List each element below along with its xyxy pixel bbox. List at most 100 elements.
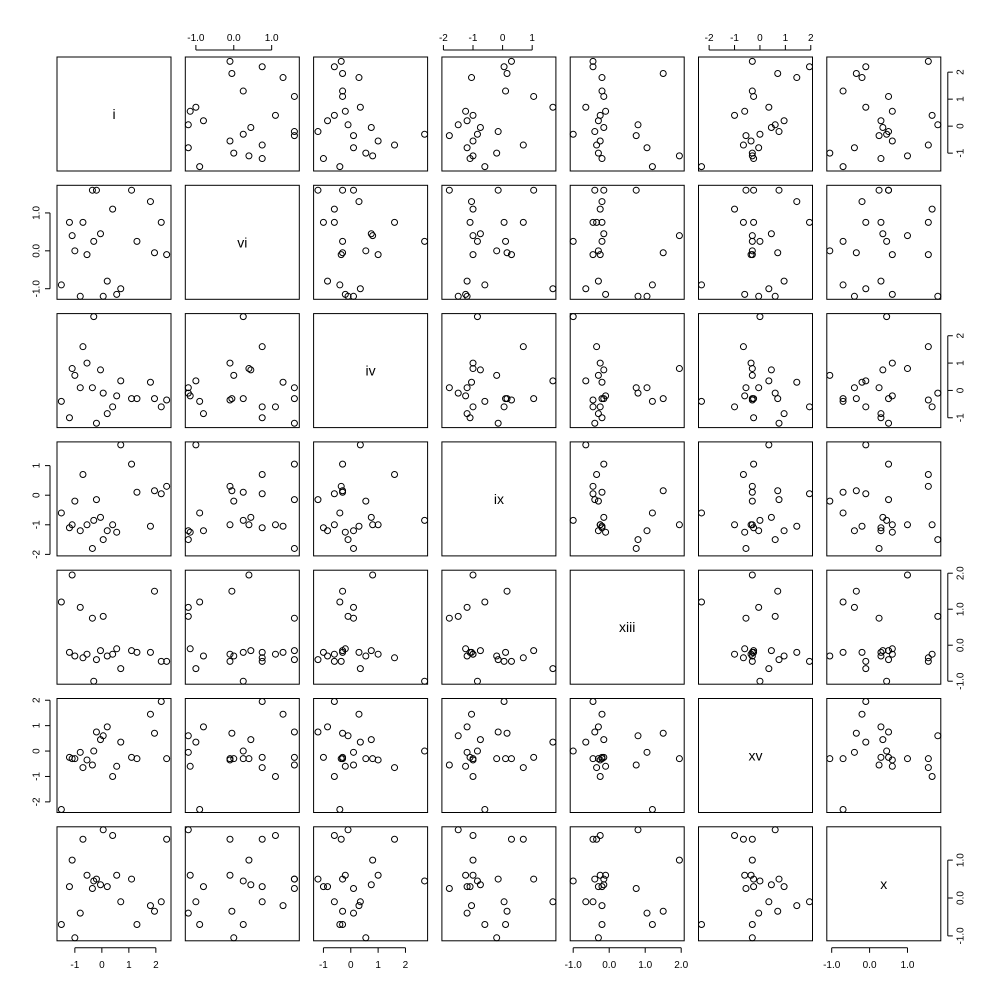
- data-point: [99, 389, 107, 397]
- data-point: [739, 654, 747, 662]
- data-point: [199, 883, 207, 891]
- data-point: [767, 513, 775, 521]
- data-point: [634, 732, 642, 740]
- data-point: [775, 128, 783, 136]
- panel-iv-vs-iv: iv: [313, 313, 429, 429]
- data-point: [445, 885, 453, 893]
- panel-frame: [313, 569, 429, 685]
- data-point: [549, 377, 557, 385]
- data-point: [643, 292, 651, 300]
- data-point: [350, 544, 358, 552]
- data-point: [826, 755, 834, 763]
- tick-label: 1: [32, 462, 43, 468]
- data-point: [659, 70, 667, 77]
- data-point: [367, 647, 375, 655]
- data-point: [549, 898, 557, 906]
- tick-label: -1: [32, 520, 43, 529]
- data-point: [355, 710, 363, 718]
- data-point: [928, 521, 936, 529]
- data-point: [748, 921, 756, 929]
- data-point: [924, 141, 932, 149]
- data-point: [228, 587, 236, 595]
- panel-frame: [56, 698, 172, 813]
- data-point: [290, 395, 298, 403]
- data-point: [68, 755, 76, 763]
- data-point: [877, 117, 885, 125]
- data-point: [245, 152, 253, 160]
- data-point: [850, 144, 858, 152]
- data-point: [57, 806, 65, 813]
- tick-label: 2: [808, 33, 814, 44]
- panel-frame: [441, 441, 557, 557]
- data-point: [806, 403, 813, 411]
- data-point: [775, 875, 783, 883]
- data-point: [748, 488, 756, 496]
- data-point: [507, 396, 515, 404]
- data-point: [68, 521, 76, 529]
- data-point: [57, 397, 65, 405]
- data-point: [858, 522, 866, 530]
- data-point: [602, 107, 610, 115]
- data-point: [258, 764, 266, 772]
- data-point: [775, 496, 783, 504]
- data-point: [747, 137, 755, 145]
- data-point: [862, 441, 870, 449]
- data-point: [503, 587, 511, 595]
- data-point: [634, 389, 642, 397]
- data-point: [503, 907, 511, 915]
- data-point: [71, 934, 79, 942]
- data-point: [934, 389, 942, 397]
- data-point: [65, 414, 73, 422]
- data-point: [330, 218, 338, 226]
- data-point: [92, 419, 100, 427]
- data-point: [445, 186, 453, 194]
- data-point: [839, 806, 847, 813]
- panel-frame: [826, 441, 942, 557]
- data-point: [151, 729, 158, 737]
- data-point: [839, 648, 847, 656]
- data-point: [421, 877, 429, 885]
- tick-label: 0: [32, 748, 43, 754]
- panel-iv-vs-i: [56, 313, 172, 429]
- tick-label: 0.0: [32, 243, 43, 257]
- panel-i-vs-xv: [698, 56, 813, 172]
- data-point: [589, 698, 597, 705]
- data-point: [569, 237, 577, 245]
- data-point: [71, 755, 79, 763]
- data-point: [163, 755, 171, 763]
- data-point: [226, 521, 234, 529]
- data-point: [469, 772, 477, 780]
- data-point: [92, 656, 100, 664]
- data-point: [462, 762, 470, 770]
- data-point: [774, 395, 782, 403]
- data-point: [748, 57, 756, 65]
- data-point: [330, 63, 338, 71]
- tick-label: 2: [32, 697, 43, 703]
- data-point: [151, 587, 158, 595]
- data-point: [290, 728, 298, 736]
- data-point: [113, 528, 121, 536]
- data-point: [350, 761, 358, 769]
- data-point: [648, 281, 656, 289]
- data-point: [748, 571, 756, 579]
- data-point: [350, 527, 358, 535]
- data-point: [503, 70, 511, 77]
- data-point: [258, 835, 266, 843]
- data-point: [582, 103, 590, 111]
- panel-frame: [184, 441, 300, 557]
- data-point: [230, 497, 238, 505]
- data-point: [355, 902, 363, 910]
- data-point: [596, 137, 604, 145]
- data-point: [850, 292, 858, 300]
- data-point: [748, 396, 756, 404]
- data-point: [648, 163, 656, 171]
- data-point: [793, 902, 801, 910]
- panel-frame: [826, 698, 942, 813]
- data-point: [290, 384, 298, 392]
- y-axis-xiii: -1.0 0.0 1.0 2.0: [947, 566, 966, 690]
- data-point: [469, 232, 477, 240]
- data-point: [767, 881, 775, 889]
- data-point: [192, 103, 200, 111]
- data-point: [239, 648, 247, 656]
- data-point: [374, 650, 382, 658]
